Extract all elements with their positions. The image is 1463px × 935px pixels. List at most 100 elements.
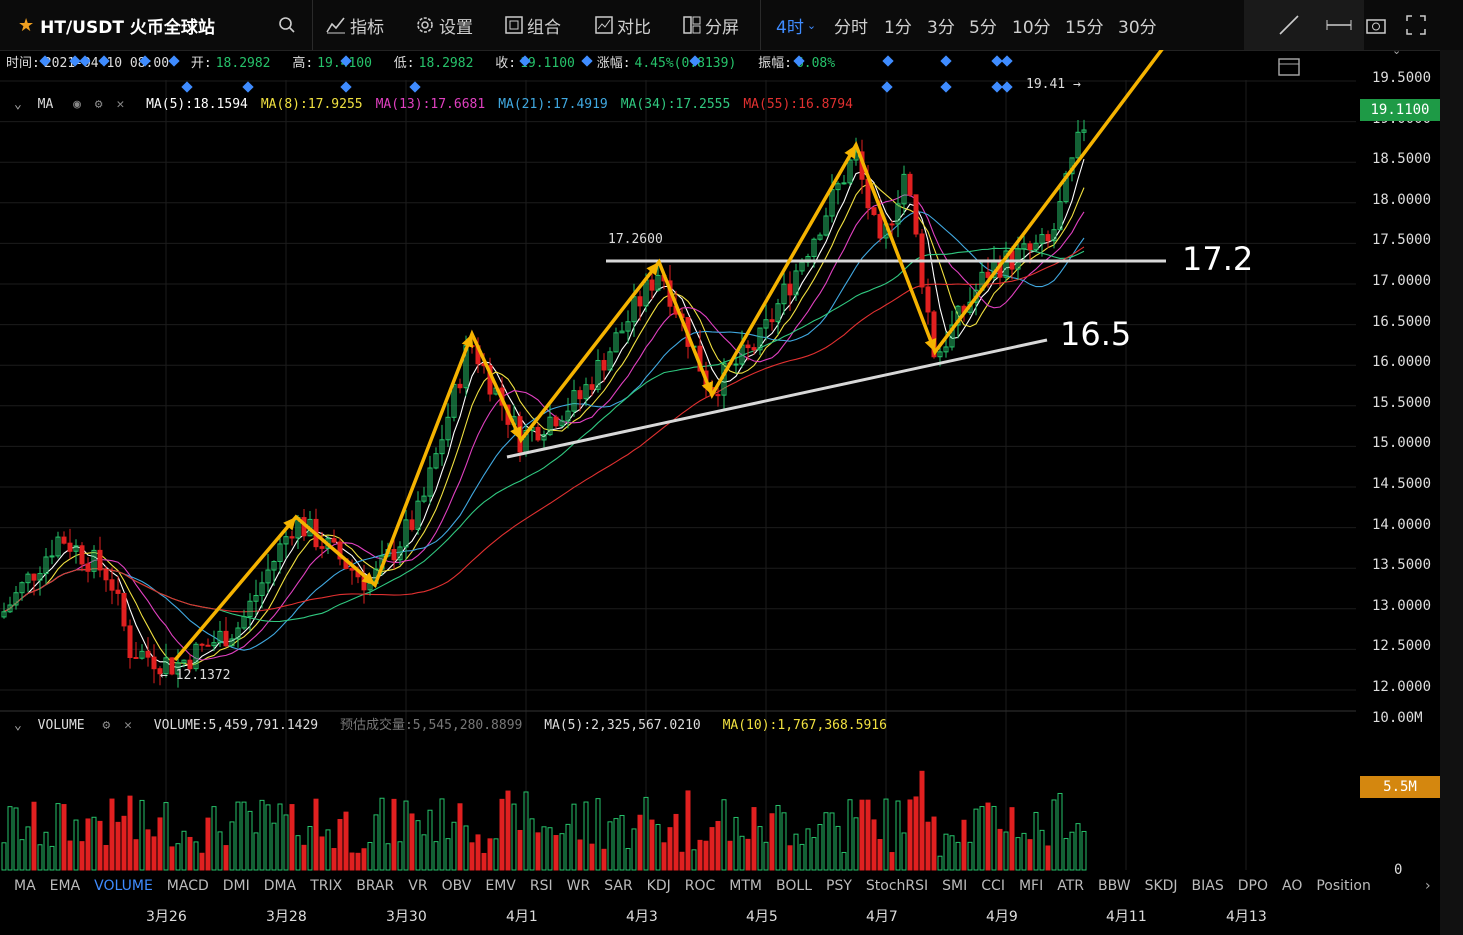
event-marker[interactable] — [940, 81, 952, 93]
event-marker[interactable] — [139, 55, 151, 67]
indicator-tab[interactable]: RSI — [529, 878, 553, 894]
support-line[interactable] — [506, 338, 1048, 459]
event-marker[interactable] — [581, 55, 593, 67]
interval-3m[interactable]: 3分 — [927, 0, 955, 50]
volume-bar — [361, 848, 367, 871]
event-marker[interactable] — [1001, 81, 1013, 93]
indicator-tab[interactable]: VOLUME — [94, 878, 153, 894]
indicators-button[interactable]: 指标 — [326, 0, 384, 50]
volume-bar — [433, 841, 439, 871]
event-marker[interactable] — [181, 81, 193, 93]
gear-icon[interactable]: ⚙ — [102, 718, 111, 733]
interval-10m[interactable]: 10分 — [1012, 0, 1051, 50]
indicator-tab[interactable]: DMI — [222, 878, 250, 894]
event-marker[interactable] — [689, 55, 701, 67]
indicator-tab[interactable]: CCI — [981, 878, 1005, 894]
event-marker[interactable] — [1001, 55, 1013, 67]
indicator-tab[interactable]: VR — [408, 878, 428, 894]
volume-bar — [145, 829, 151, 871]
candle-body — [607, 351, 613, 371]
event-marker[interactable] — [793, 55, 805, 67]
interval-1m[interactable]: 1分 — [884, 0, 912, 50]
volume-bar — [703, 840, 709, 871]
indicator-tab[interactable]: MA — [14, 878, 36, 894]
event-marker[interactable] — [881, 81, 893, 93]
time-tick: 4月3 — [626, 909, 658, 925]
interval-30m[interactable]: 30分 — [1118, 0, 1157, 50]
indicator-tab[interactable]: ATR — [1057, 878, 1084, 894]
indicator-tab[interactable]: BIAS — [1191, 878, 1224, 894]
indicator-tab[interactable]: TRIX — [310, 878, 343, 894]
trend-line-icon[interactable] — [1278, 0, 1304, 50]
combo-button[interactable]: 组合 — [505, 0, 561, 50]
event-marker[interactable] — [340, 81, 352, 93]
event-marker[interactable] — [991, 81, 1003, 93]
interval-timeshare[interactable]: 分时 — [834, 0, 868, 50]
split-screen-button[interactable]: 分屏 — [683, 0, 739, 50]
event-marker[interactable] — [79, 55, 91, 67]
price-scale[interactable]: 19.500019.000018.500018.000017.500017.00… — [1356, 50, 1440, 880]
collapse-icon[interactable]: ⌄ — [14, 718, 22, 733]
event-marker[interactable] — [519, 55, 531, 67]
close-icon[interactable]: ✕ — [116, 97, 125, 112]
indicator-tab[interactable]: BBW — [1098, 878, 1131, 894]
indicator-tab[interactable]: ROC — [684, 878, 716, 894]
volume-bar — [757, 826, 763, 871]
candle-body — [925, 286, 931, 313]
volume-bar — [685, 790, 691, 871]
indicator-tab[interactable]: MTM — [729, 878, 763, 894]
horizontal-line-icon[interactable] — [1326, 0, 1356, 50]
event-marker[interactable] — [409, 81, 421, 93]
indicator-tab[interactable]: EMA — [49, 878, 81, 894]
calendar-icon[interactable] — [1278, 56, 1300, 80]
event-marker[interactable] — [991, 55, 1003, 67]
event-marker[interactable] — [98, 55, 110, 67]
indicator-tab[interactable]: BOLL — [776, 878, 812, 894]
indicator-tab[interactable]: BRAR — [356, 878, 395, 894]
collapse-icon[interactable]: ⌄ — [14, 97, 22, 112]
chevron-down-icon[interactable]: ⌄ — [1392, 44, 1402, 57]
indicator-tab[interactable]: SKDJ — [1144, 878, 1178, 894]
indicator-tab[interactable]: DMA — [263, 878, 297, 894]
indicator-tab[interactable]: MFI — [1018, 878, 1044, 894]
compare-button[interactable]: 对比 — [595, 0, 651, 50]
eye-icon[interactable]: ◉ — [73, 97, 81, 112]
chevron-right-icon[interactable]: › — [1425, 878, 1431, 894]
volume-bar — [967, 841, 973, 871]
event-marker[interactable] — [340, 55, 352, 67]
indicator-tab[interactable]: AO — [1282, 878, 1303, 894]
indicator-tab[interactable]: EMV — [485, 878, 516, 894]
event-marker[interactable] — [168, 55, 180, 67]
indicator-tab[interactable]: WR — [566, 878, 591, 894]
settings-button[interactable]: 设置 — [415, 0, 473, 50]
event-marker[interactable] — [940, 55, 952, 67]
fullscreen-icon[interactable] — [1406, 0, 1430, 50]
indicator-tab[interactable]: Position — [1316, 878, 1371, 894]
indicator-tab[interactable]: DPO — [1237, 878, 1268, 894]
indicator-tab[interactable]: StochRSI — [865, 878, 929, 894]
close-icon[interactable]: ✕ — [124, 718, 132, 733]
price-chart[interactable] — [0, 50, 1356, 878]
gear-icon[interactable]: ⚙ — [94, 97, 103, 112]
volume-current-badge: 5.5M — [1360, 776, 1440, 798]
interval-5m[interactable]: 5分 — [969, 0, 997, 50]
event-marker[interactable] — [882, 55, 894, 67]
camera-icon[interactable] — [1366, 0, 1390, 50]
candle-body — [115, 589, 121, 594]
indicator-tab[interactable]: MACD — [166, 878, 209, 894]
symbol-selector[interactable]: ★ HT/USDT 火币全球站 — [18, 0, 215, 50]
interval-4h[interactable]: 4时 ⌄ — [776, 0, 816, 50]
search-icon[interactable] — [278, 0, 300, 50]
event-marker[interactable] — [39, 55, 51, 67]
volume-bar — [781, 812, 787, 871]
star-icon[interactable]: ★ — [18, 14, 35, 36]
interval-15m[interactable]: 15分 — [1065, 0, 1104, 50]
indicator-tab[interactable]: OBV — [441, 878, 472, 894]
indicator-tab[interactable]: SMI — [942, 878, 968, 894]
indicator-tab[interactable]: PSY — [826, 878, 852, 894]
indicator-tab[interactable]: KDJ — [646, 878, 671, 894]
event-marker[interactable] — [242, 81, 254, 93]
event-marker[interactable] — [69, 55, 81, 67]
high-marker-label: 19.41 → — [1026, 77, 1081, 92]
indicator-tab[interactable]: SAR — [604, 878, 633, 894]
